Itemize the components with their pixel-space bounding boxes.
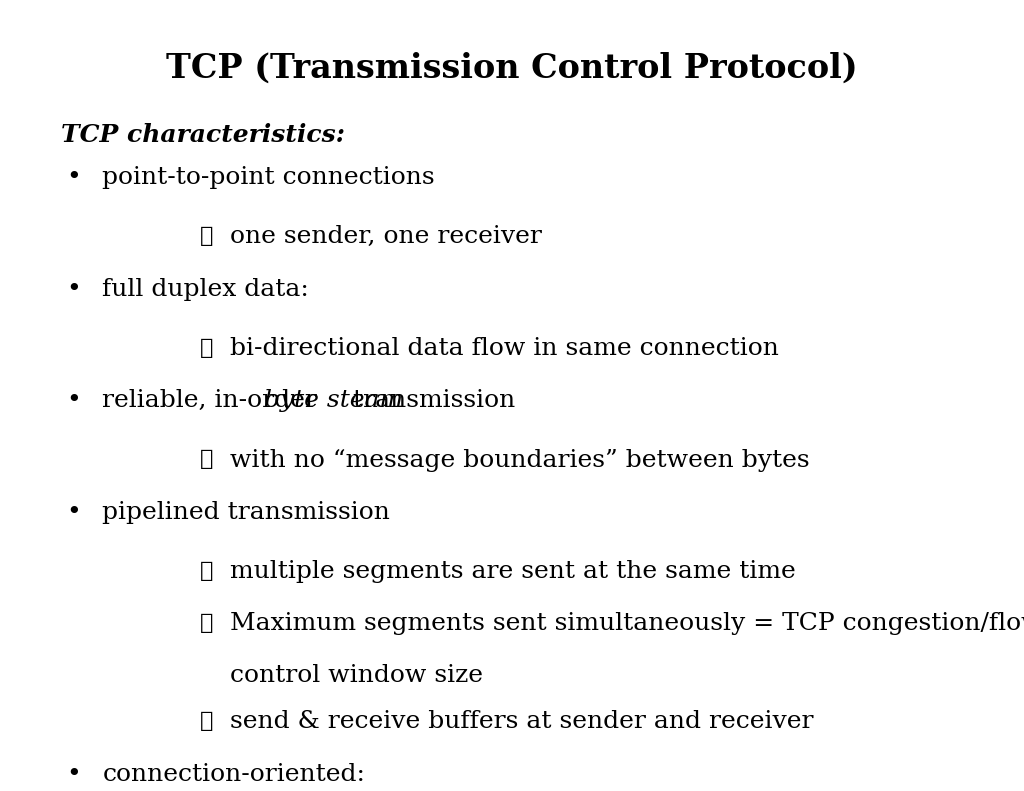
Text: full duplex data:: full duplex data: [102, 278, 309, 301]
Text: reliable, in-order: reliable, in-order [102, 389, 326, 412]
Text: byte steam: byte steam [264, 389, 403, 412]
Text: Maximum segments sent simultaneously = TCP congestion/flow: Maximum segments sent simultaneously = T… [230, 612, 1024, 635]
Text: point-to-point connections: point-to-point connections [102, 166, 435, 189]
Text: ➤: ➤ [200, 612, 213, 634]
Text: •: • [67, 501, 81, 524]
Text: bi-directional data flow in same connection: bi-directional data flow in same connect… [230, 337, 779, 360]
Text: •: • [67, 166, 81, 189]
Text: ➤: ➤ [200, 337, 213, 359]
Text: pipelined transmission: pipelined transmission [102, 501, 390, 524]
Text: with no “message boundaries” between bytes: with no “message boundaries” between byt… [230, 448, 810, 471]
Text: send & receive buffers at sender and receiver: send & receive buffers at sender and rec… [230, 710, 814, 733]
Text: •: • [67, 389, 81, 412]
Text: control window size: control window size [230, 664, 483, 687]
Text: ➤: ➤ [200, 225, 213, 248]
Text: one sender, one receiver: one sender, one receiver [230, 225, 543, 248]
Text: TCP characteristics:: TCP characteristics: [61, 123, 345, 146]
Text: ➤: ➤ [200, 560, 213, 582]
Text: connection-oriented:: connection-oriented: [102, 763, 366, 785]
Text: ➤: ➤ [200, 710, 213, 732]
Text: TCP (Transmission Control Protocol): TCP (Transmission Control Protocol) [166, 51, 858, 85]
Text: •: • [67, 278, 81, 301]
Text: multiple segments are sent at the same time: multiple segments are sent at the same t… [230, 560, 796, 583]
Text: transmission: transmission [345, 389, 515, 412]
Text: •: • [67, 763, 81, 785]
Text: ➤: ➤ [200, 448, 213, 471]
